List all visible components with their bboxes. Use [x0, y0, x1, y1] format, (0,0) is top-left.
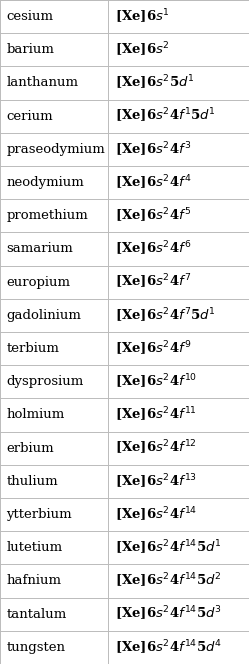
Text: lutetium: lutetium [6, 541, 62, 554]
Text: ytterbium: ytterbium [6, 508, 72, 521]
Text: [Xe]6$s^2$4$f^{14}$: [Xe]6$s^2$4$f^{14}$ [115, 505, 197, 524]
Text: cerium: cerium [6, 110, 53, 123]
Text: praseodymium: praseodymium [6, 143, 105, 156]
Text: tungsten: tungsten [6, 641, 65, 654]
Text: erbium: erbium [6, 442, 54, 455]
Text: [Xe]6$s^2$4$f^3$: [Xe]6$s^2$4$f^3$ [115, 140, 191, 159]
Text: [Xe]6$s^2$: [Xe]6$s^2$ [115, 41, 169, 59]
Text: hafnium: hafnium [6, 574, 61, 588]
Text: [Xe]6$s^2$4$f^{13}$: [Xe]6$s^2$4$f^{13}$ [115, 472, 197, 491]
Text: [Xe]6$s^2$4$f^{10}$: [Xe]6$s^2$4$f^{10}$ [115, 373, 197, 391]
Text: [Xe]6$s^2$4$f^9$: [Xe]6$s^2$4$f^9$ [115, 339, 191, 358]
Text: terbium: terbium [6, 342, 59, 355]
Text: [Xe]6$s^2$4$f^{14}$5$d^1$: [Xe]6$s^2$4$f^{14}$5$d^1$ [115, 539, 221, 557]
Text: [Xe]6$s^2$4$f^5$: [Xe]6$s^2$4$f^5$ [115, 207, 191, 225]
Text: [Xe]6$s^2$4$f^7$: [Xe]6$s^2$4$f^7$ [115, 273, 191, 291]
Text: [Xe]6$s^1$: [Xe]6$s^1$ [115, 7, 170, 26]
Text: cesium: cesium [6, 10, 53, 23]
Text: lanthanum: lanthanum [6, 76, 78, 90]
Text: [Xe]6$s^2$4$f^7$5$d^1$: [Xe]6$s^2$4$f^7$5$d^1$ [115, 306, 215, 325]
Text: [Xe]6$s^2$4$f^{14}$5$d^3$: [Xe]6$s^2$4$f^{14}$5$d^3$ [115, 605, 222, 623]
Text: gadolinium: gadolinium [6, 309, 81, 322]
Text: promethium: promethium [6, 209, 88, 222]
Text: thulium: thulium [6, 475, 58, 488]
Text: [Xe]6$s^2$4$f^{12}$: [Xe]6$s^2$4$f^{12}$ [115, 439, 196, 457]
Text: europium: europium [6, 276, 70, 289]
Text: neodymium: neodymium [6, 176, 84, 189]
Text: [Xe]6$s^2$4$f^4$: [Xe]6$s^2$4$f^4$ [115, 173, 191, 192]
Text: [Xe]6$s^2$4$f^{14}$5$d^2$: [Xe]6$s^2$4$f^{14}$5$d^2$ [115, 572, 221, 590]
Text: [Xe]6$s^2$4$f^{11}$: [Xe]6$s^2$4$f^{11}$ [115, 406, 196, 424]
Text: [Xe]6$s^2$5$d^1$: [Xe]6$s^2$5$d^1$ [115, 74, 194, 92]
Text: holmium: holmium [6, 408, 64, 422]
Text: [Xe]6$s^2$4$f^6$: [Xe]6$s^2$4$f^6$ [115, 240, 191, 258]
Text: [Xe]6$s^2$4$f^1$5$d^1$: [Xe]6$s^2$4$f^1$5$d^1$ [115, 107, 215, 125]
Text: tantalum: tantalum [6, 608, 66, 621]
Text: [Xe]6$s^2$4$f^{14}$5$d^4$: [Xe]6$s^2$4$f^{14}$5$d^4$ [115, 638, 222, 657]
Text: barium: barium [6, 43, 54, 56]
Text: dysprosium: dysprosium [6, 375, 83, 388]
Text: samarium: samarium [6, 242, 73, 256]
